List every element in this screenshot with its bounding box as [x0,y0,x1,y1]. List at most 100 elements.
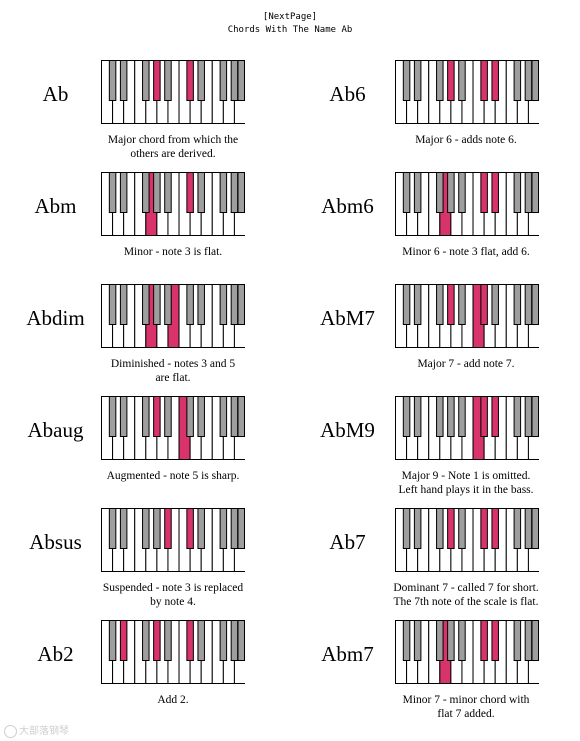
chord-name-abdim: Abdim [26,306,85,330]
keyboard-abm7 [395,284,539,348]
chord-name-ab6: Ab6 [329,82,366,106]
black-key-11-6 [458,620,466,661]
black-key-10-11 [219,620,228,661]
black-key-8-2 [119,508,128,549]
black-key-2-11 [219,172,228,213]
caption-line: others are derived. [130,148,216,160]
black-key-11-1 [402,620,411,661]
chord-name-abm6: Abm6 [321,194,374,218]
black-key-10-9 [197,620,205,661]
black-key-9-8 [480,508,488,549]
chord-caption-abaug: Augmented - note 5 is sharp. [73,469,273,483]
caption-line: Major chord from which the [107,134,239,146]
black-key-7-5 [447,396,455,437]
black-key-7-8 [480,396,488,437]
black-key-9-9 [491,508,499,549]
black-key-0-9 [197,60,205,101]
black-key-8-6 [164,508,172,549]
black-key-6-12 [230,396,239,437]
black-key-2-1 [108,172,117,213]
black-key-5-5 [447,284,455,325]
black-key-10-13 [237,620,245,661]
chord-name-abm: Abm [34,194,77,218]
chord-caption-abm6: Minor 6 - note 3 flat, add 6. [366,245,566,259]
black-key-10-1 [108,620,117,661]
chord-caption-abm: Minor - note 3 is flat. [73,245,273,259]
black-key-1-6 [458,60,466,101]
watermark: 大部落钢琴 [4,722,69,738]
chord-caption-abm9: Major 9 - Note 1 is omitted. Left hand pl… [366,469,566,497]
black-key-5-8 [480,284,488,325]
black-key-2-6 [164,172,172,213]
black-key-7-9 [491,396,499,437]
black-key-3-13 [531,172,539,213]
black-key-0-11 [219,60,228,101]
black-key-3-12 [524,172,533,213]
black-key-8-1 [108,508,117,549]
black-key-10-2 [119,620,128,661]
black-key-6-4 [142,396,150,437]
black-key-2-12 [230,172,239,213]
black-key-4-6 [164,284,172,325]
black-key-1-12 [524,60,533,101]
black-key-7-1 [402,396,411,437]
black-key-2-4 [142,172,150,213]
black-key-11-5 [447,620,455,661]
next-page-link[interactable]: [NextPage] [262,12,318,22]
keyboard-ab7 [395,508,539,572]
black-key-11-11 [513,620,522,661]
black-key-7-12 [524,396,533,437]
chord-caption-ab2: Add 2. [73,693,273,707]
black-key-4-1 [108,284,117,325]
keyboard-abm6 [395,172,539,236]
keyboard-abaug [101,396,245,460]
black-key-3-5 [447,172,455,213]
black-key-5-11 [513,284,522,325]
caption-line: Add 2. [157,694,189,706]
black-key-0-4 [142,60,150,101]
caption-line: Diminished - notes 3 and 5 [110,358,236,370]
black-key-6-11 [219,396,228,437]
caption-line: are flat. [155,372,191,384]
black-key-5-2 [413,284,422,325]
caption-line: flat 7 added. [437,708,495,720]
caption-line: Minor 7 - minor chord with [402,694,530,706]
black-key-4-4 [142,284,150,325]
black-key-2-2 [119,172,128,213]
black-key-5-6 [458,284,466,325]
keyboard-absus [101,508,245,572]
caption-line: Minor 6 - note 3 flat, add 6. [402,246,530,258]
black-key-10-5 [153,620,161,661]
keyboard-ab [101,60,245,124]
black-key-0-12 [230,60,239,101]
black-key-5-13 [531,284,539,325]
black-key-6-13 [237,396,245,437]
black-key-1-5 [447,60,455,101]
caption-line: Augmented - note 5 is sharp. [106,470,240,482]
black-key-1-2 [413,60,422,101]
black-key-1-13 [531,60,539,101]
black-key-3-8 [480,172,488,213]
black-key-9-13 [531,508,539,549]
black-key-8-13 [237,508,245,549]
chord-caption-ab7: Dominant 7 - called 7 for short. The 7th … [366,581,566,609]
black-key-7-11 [513,396,522,437]
black-key-9-11 [513,508,522,549]
keyboard-abm9 [395,396,539,460]
black-key-7-2 [413,396,422,437]
black-key-4-12 [230,284,239,325]
black-key-9-12 [524,508,533,549]
black-key-4-9 [197,284,205,325]
page-title: Chords With The Name Ab [227,25,353,35]
chord-name-abm7: AbM7 [320,306,375,330]
black-key-2-8 [186,172,194,213]
black-key-6-1 [108,396,117,437]
black-key-1-1 [402,60,411,101]
keyboard-abm [101,172,245,236]
black-key-9-2 [413,508,422,549]
black-key-9-1 [402,508,411,549]
black-key-0-5 [153,60,161,101]
chord-caption-abdim: Diminished - notes 3 and 5 are flat. [73,357,273,385]
caption-line: Left hand plays it in the bass. [398,484,534,496]
black-key-8-8 [186,508,194,549]
